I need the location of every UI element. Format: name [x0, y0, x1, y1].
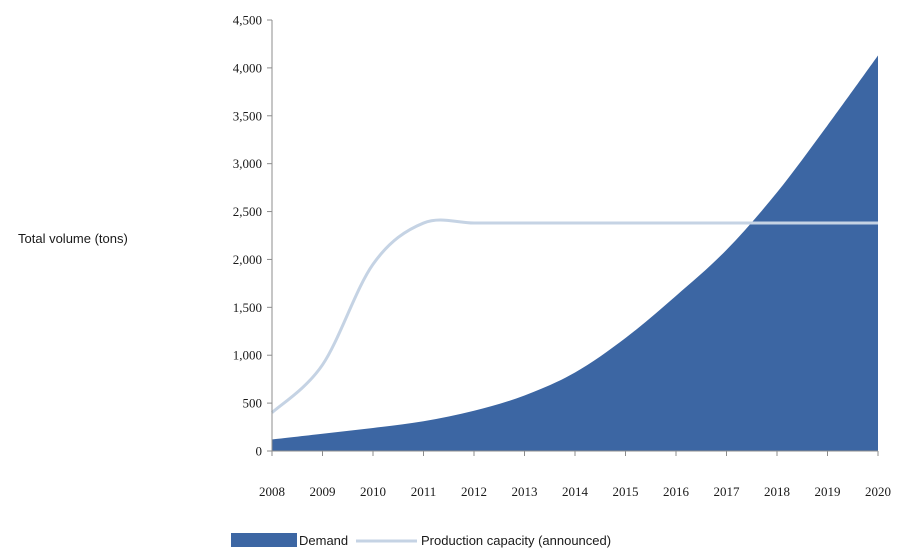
x-ticks: 2008 2009 2010 2011 2012 2013 2014 2015 2016 2017…	[259, 451, 891, 499]
x-tick-label-2014: 2014	[562, 484, 589, 499]
x-tick-label-2018: 2018	[764, 484, 790, 499]
series-layer	[270, 55, 878, 452]
y-tick-label-4: 2,000	[233, 252, 262, 267]
y-tick-label-2: 1,000	[233, 348, 262, 363]
y-tick-label-6: 3,000	[233, 156, 262, 171]
plot-area: 0 500 1,000 1,500 2,000 2,500 3,000 3,500 4,000 4…	[233, 13, 891, 500]
y-ticks: 0 500 1,000 1,500 2,000 2,500 3,000 3,500 4,000 4…	[233, 13, 272, 459]
x-tick-label-2020: 2020	[865, 484, 891, 499]
x-tick-label-2019: 2019	[815, 484, 841, 499]
y-tick-label-5: 2,500	[233, 204, 262, 219]
series-demand-area	[272, 55, 878, 452]
x-tick-label-2016: 2016	[663, 484, 690, 499]
legend-capacity-label: Production capacity (announced)	[421, 533, 611, 548]
x-tick-label-2010: 2010	[360, 484, 386, 499]
x-tick-label-2011: 2011	[411, 484, 437, 499]
legend: Demand Production capacity (announced)	[231, 533, 611, 548]
y-tick-label-0: 0	[256, 444, 263, 459]
y-tick-label-3: 1,500	[233, 300, 262, 315]
y-axis-label: Total volume (tons)	[18, 231, 128, 246]
x-tick-label-2013: 2013	[512, 484, 538, 499]
y-tick-label-8: 4,000	[233, 60, 262, 75]
x-tick-label-2017: 2017	[714, 484, 741, 499]
x-tick-label-2015: 2015	[613, 484, 639, 499]
y-tick-label-7: 3,500	[233, 108, 262, 123]
legend-demand-label: Demand	[299, 533, 348, 548]
x-tick-label-2009: 2009	[310, 484, 336, 499]
x-tick-label-2008: 2008	[259, 484, 285, 499]
y-tick-label-1: 500	[243, 396, 263, 411]
y-tick-label-9: 4,500	[233, 13, 262, 28]
legend-demand-swatch	[231, 533, 297, 547]
x-tick-label-2012: 2012	[461, 484, 487, 499]
series-production-capacity-announced-line	[270, 218, 878, 414]
